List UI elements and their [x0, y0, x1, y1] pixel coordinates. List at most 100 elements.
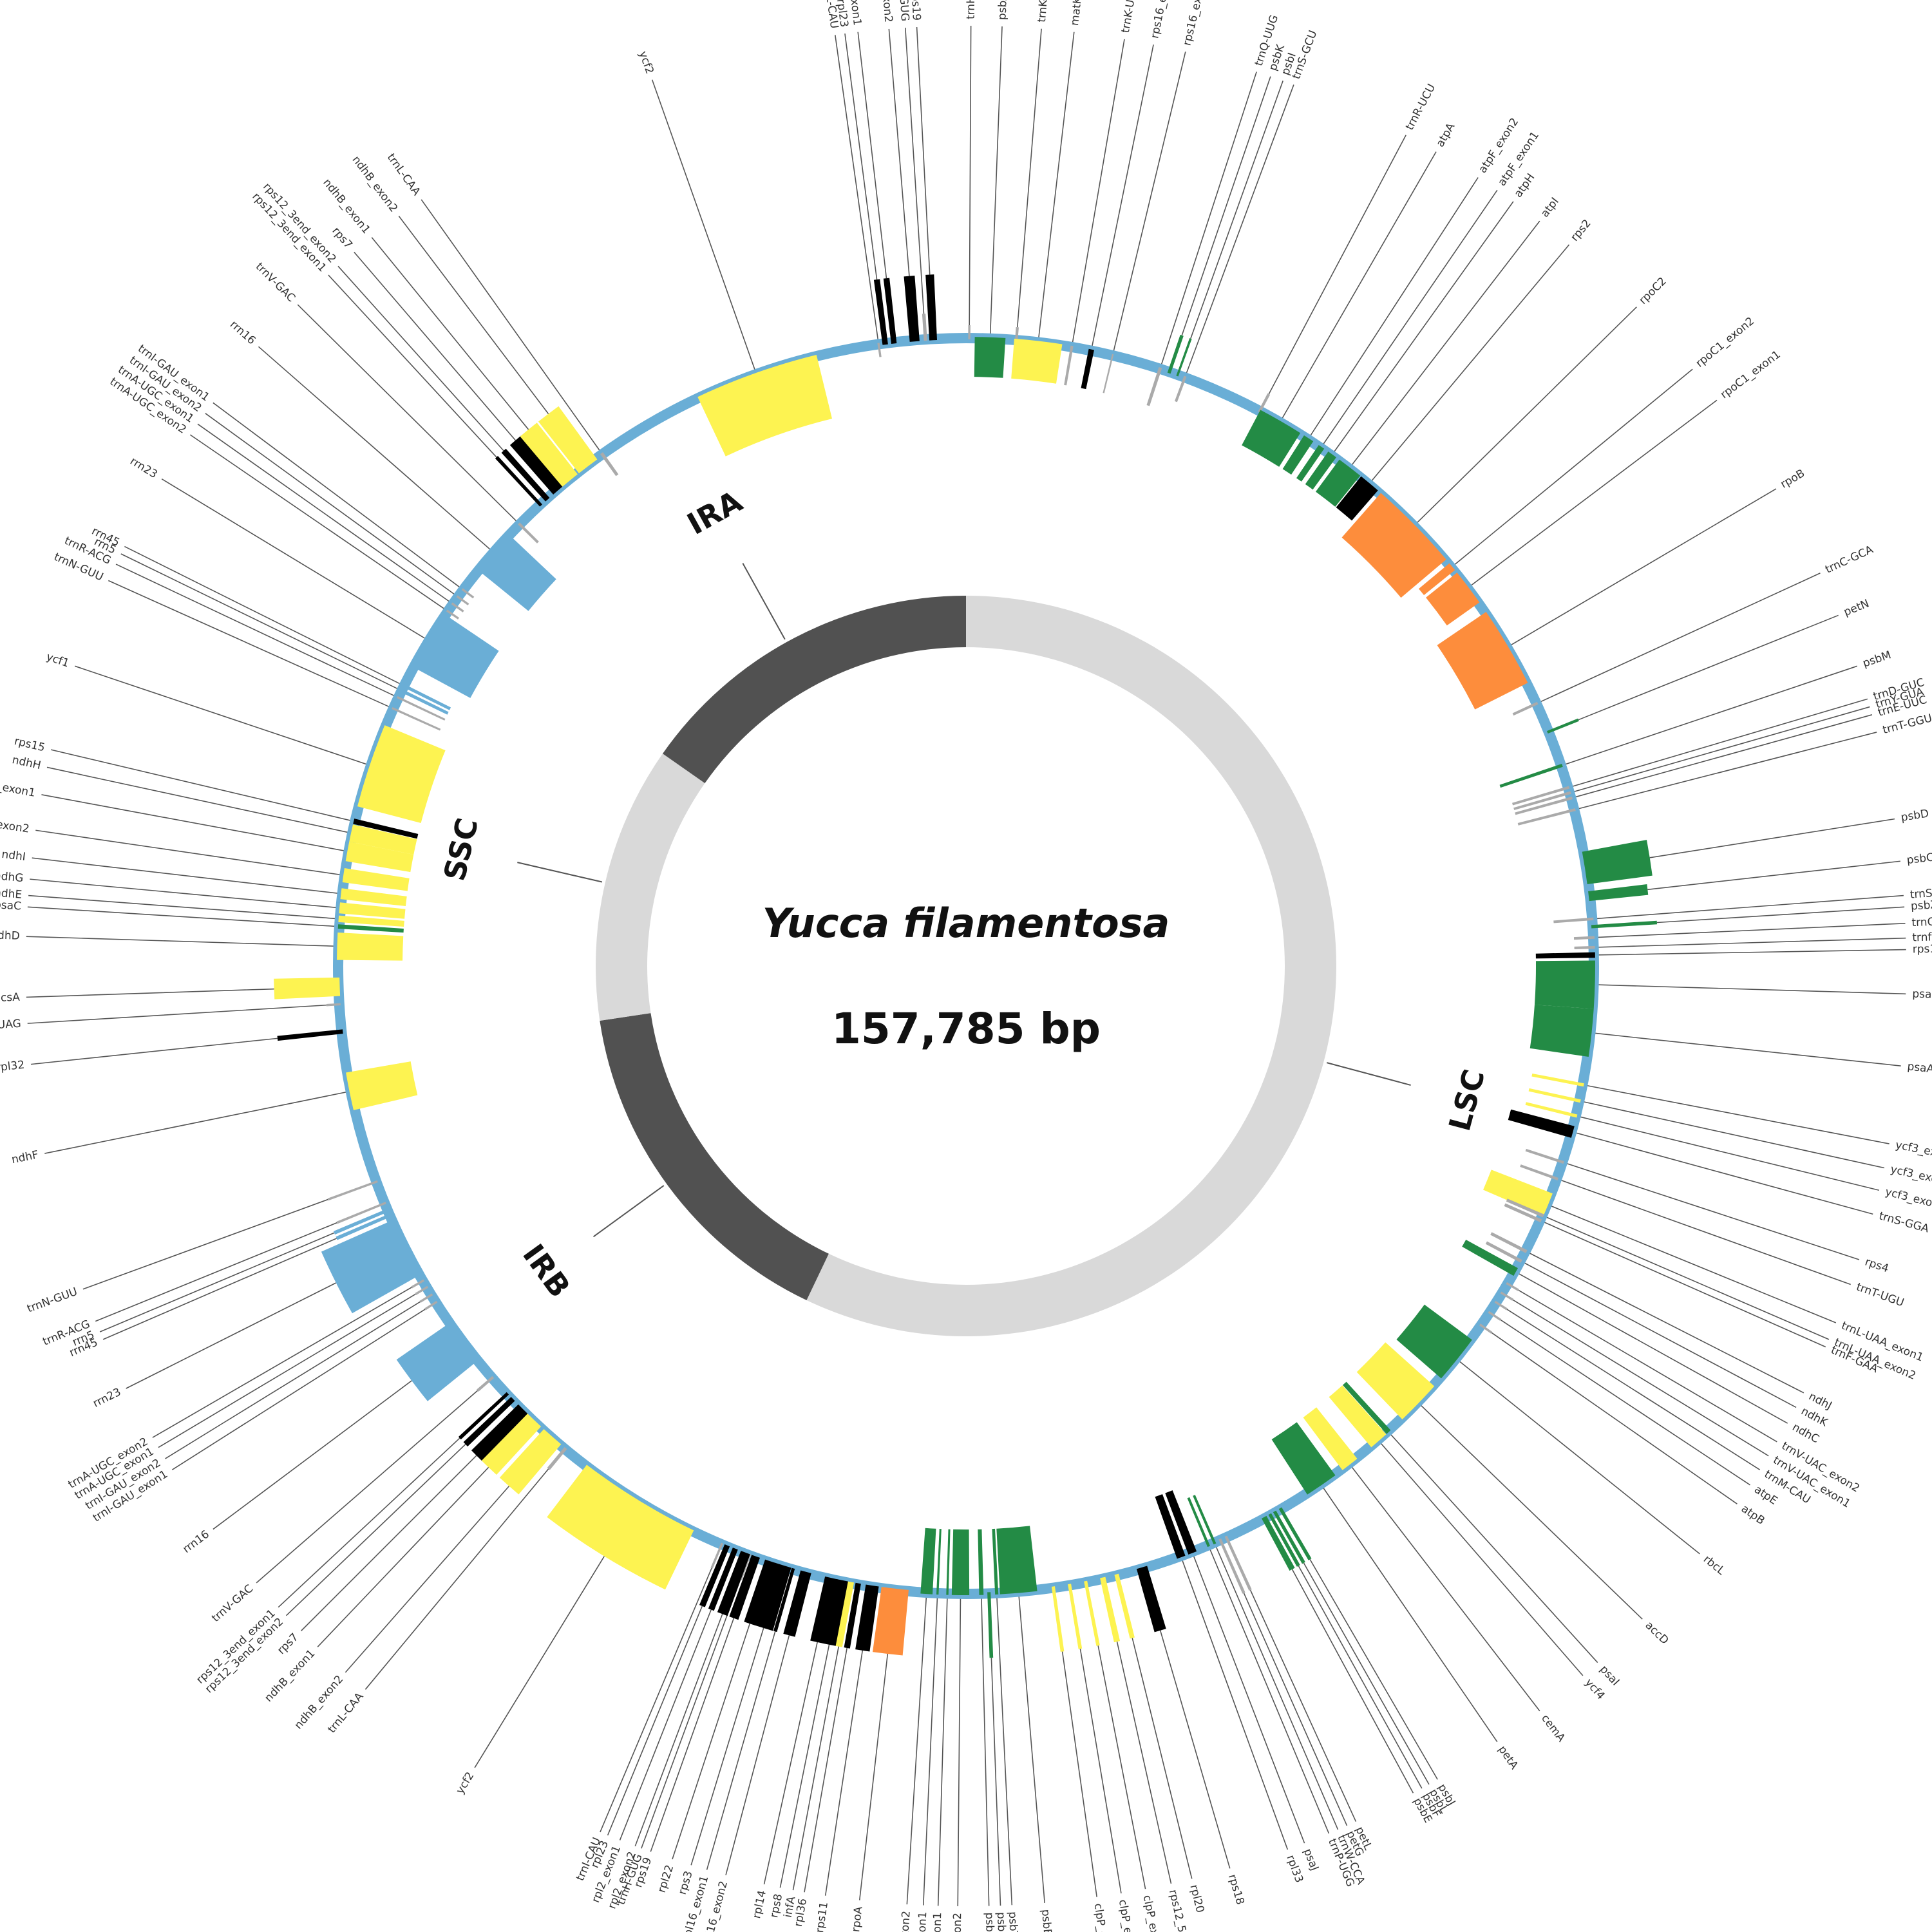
gene-block-rps11-86 [855, 1584, 879, 1652]
gene-block-psbe-64 [1262, 1515, 1295, 1571]
gene-block-trns-uga-31 [1553, 917, 1594, 923]
gene-leader [1097, 1645, 1146, 1889]
gene-label: psaB [1912, 988, 1932, 1001]
gene-label: trnV-GAC [253, 260, 298, 305]
gene-label: rpl32 [0, 1059, 25, 1075]
gene-block-clpp-exon2-75 [1068, 1584, 1083, 1649]
gene-leader [126, 1282, 337, 1389]
gene-leader [285, 1444, 466, 1616]
gene-block-atpb-54 [1479, 1323, 1493, 1334]
gene-label: rps12_5end [1166, 1888, 1193, 1932]
gene-label: clpP_exon1 [1092, 1902, 1113, 1932]
gene-leader [1268, 135, 1406, 395]
gene-label: ndhA_exon1 [0, 775, 36, 800]
gene-block-petb-exon1-82 [946, 1529, 951, 1595]
gene-block-rpl2-exon1-98 [708, 1548, 738, 1611]
region-ring [596, 596, 1337, 1336]
gene-block-rps7-146 [509, 435, 564, 495]
gene-block-trnfm-cau-34 [1574, 945, 1595, 950]
gene-leader [1593, 922, 1906, 938]
gene-block-rpl2-exon2-97 [717, 1551, 750, 1616]
gene-block-psaj-69 [1165, 1490, 1197, 1555]
gene-leader [46, 766, 353, 834]
gene-label: petA [1495, 1743, 1520, 1772]
gene-leader [969, 26, 972, 326]
gene-leader [124, 545, 404, 687]
gene-label: psbC [1906, 851, 1932, 867]
region-label-ssc: SSC [437, 815, 485, 884]
gene-block-ccsa-122 [274, 977, 341, 999]
gene-label: rpl2_exon2 [877, 0, 895, 23]
gene-block-psbh-80 [978, 1529, 984, 1595]
gene-label: accD [1642, 1619, 1671, 1647]
gene-block-rrn45-136 [402, 683, 451, 710]
gene-block-rbcl-55 [1396, 1304, 1472, 1379]
gene-leader [1061, 1651, 1097, 1897]
gene-leader [354, 251, 516, 441]
gene-block-trns-gga-41 [1508, 1109, 1575, 1138]
gene-block-rps8-89 [822, 1578, 848, 1646]
gene-label: rps14 [1913, 943, 1932, 956]
gene-block-trnh-gug-0 [968, 325, 971, 340]
gene-label: trnS-GGA [1877, 1209, 1930, 1235]
region-leader-ssc [517, 862, 603, 883]
gene-block-psbd-29 [1582, 840, 1653, 884]
gene-block-rps19-156 [925, 274, 938, 341]
gene-block-ndhi-127 [340, 888, 407, 907]
gene-label: petD_exon1 [914, 1911, 930, 1932]
gene-label: trnT-UGU [1855, 1281, 1906, 1310]
gene-leader [171, 1309, 426, 1470]
gene-leader [1520, 1260, 1797, 1408]
gene-leader [474, 1556, 605, 1768]
gene-leader [904, 27, 925, 314]
gene-leader [1656, 906, 1905, 923]
gene-label: rbcL [1701, 1553, 1727, 1578]
gene-block-atph-15 [1305, 451, 1336, 490]
gene-leader [619, 1609, 712, 1841]
gene-leader [421, 199, 603, 455]
gene-block-rps18-71 [1136, 1566, 1166, 1633]
gene-label: ndhH [11, 753, 42, 772]
gene-label: trnH-GUG [965, 0, 978, 19]
gene-label: rrn16 [227, 318, 258, 347]
gene-leader [120, 553, 402, 692]
gene-block-ndhb-exon2-148 [538, 406, 598, 473]
gene-block-rps19-95 [729, 1555, 761, 1620]
gene-label: psaI [1597, 1663, 1622, 1688]
gene-block-rrn45-115 [336, 1213, 392, 1240]
gene-label: psaJ [1301, 1847, 1321, 1873]
gene-label: ycf3_exon1 [1884, 1186, 1932, 1213]
gene-leader [1506, 488, 1777, 648]
gene-leader [1582, 1084, 1889, 1144]
gene-leader [26, 988, 274, 998]
gene-leader [1320, 1484, 1498, 1743]
gene-block-trnk-uuu-exon2-2 [1014, 327, 1019, 342]
gene-leader [197, 423, 453, 605]
gene-label: trnV-GAC [209, 1582, 256, 1625]
gene-block-rpl32-120 [277, 1029, 343, 1041]
gene-label: atpB [1739, 1502, 1767, 1528]
gene-leader [1079, 1649, 1122, 1894]
gene-leader [916, 26, 931, 275]
gene-leader [1417, 1401, 1643, 1620]
gene-leader [317, 1466, 489, 1647]
gene-leader [641, 1579, 741, 1849]
gene-leader [27, 1004, 327, 1024]
gene-block-ndhj-47 [1490, 1232, 1528, 1253]
gene-leader [650, 1618, 735, 1852]
gene-block-trni-gau-exon1-141 [461, 588, 475, 599]
gene-label: rps18 [1226, 1873, 1247, 1906]
gene-block-rps7-105 [471, 1404, 528, 1461]
gene-leader [672, 1623, 750, 1860]
gene-leader [1249, 1589, 1357, 1822]
gene-block-psai-57 [1342, 1381, 1391, 1434]
gene-leader [1514, 1271, 1788, 1424]
gene-block-ndha-exon2-128 [342, 868, 410, 891]
gene-block-rrn16-109 [396, 1322, 479, 1401]
gene-block-psbk-8 [1167, 334, 1184, 374]
gene-label: rpl14 [750, 1889, 769, 1920]
gene-label: rpoB [1779, 467, 1807, 491]
gene-leader [989, 26, 1003, 339]
